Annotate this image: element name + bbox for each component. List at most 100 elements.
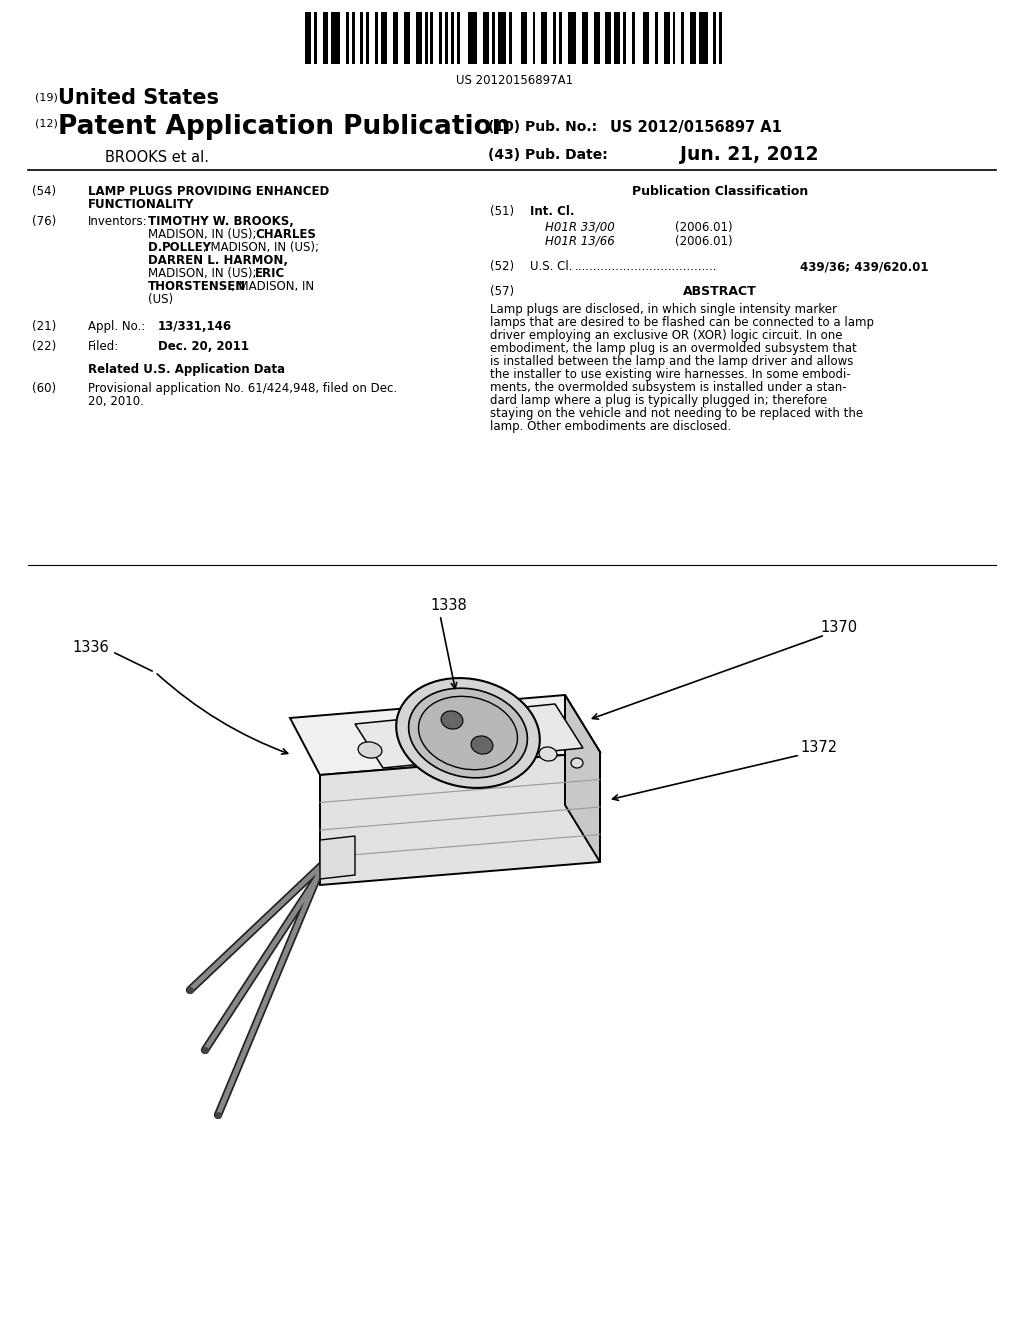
Text: (43) Pub. Date:: (43) Pub. Date: bbox=[488, 148, 608, 162]
Polygon shape bbox=[319, 752, 600, 884]
Text: Patent Application Publication: Patent Application Publication bbox=[58, 114, 511, 140]
Ellipse shape bbox=[441, 711, 463, 729]
Text: H01R 13/66: H01R 13/66 bbox=[545, 235, 614, 248]
Bar bbox=[681, 12, 684, 63]
Text: driver employing an exclusive OR (XOR) logic circuit. In one: driver employing an exclusive OR (XOR) l… bbox=[490, 329, 843, 342]
Text: lamps that are desired to be flashed can be connected to a lamp: lamps that are desired to be flashed can… bbox=[490, 315, 874, 329]
Text: the installer to use existing wire harnesses. In some embodi-: the installer to use existing wire harne… bbox=[490, 368, 851, 381]
Bar bbox=[594, 12, 600, 63]
Text: is installed between the lamp and the lamp driver and allows: is installed between the lamp and the la… bbox=[490, 355, 853, 368]
Bar bbox=[605, 12, 611, 63]
Text: (10) Pub. No.:: (10) Pub. No.: bbox=[488, 120, 597, 135]
Text: U.S. Cl.: U.S. Cl. bbox=[530, 260, 572, 273]
Text: CHARLES: CHARLES bbox=[255, 228, 315, 242]
Text: Lamp plugs are disclosed, in which single intensity marker: Lamp plugs are disclosed, in which singl… bbox=[490, 304, 837, 315]
Text: (21): (21) bbox=[32, 319, 56, 333]
Bar bbox=[404, 12, 410, 63]
Text: (US): (US) bbox=[148, 293, 173, 306]
Text: 439/36; 439/620.01: 439/36; 439/620.01 bbox=[800, 260, 929, 273]
Text: (2006.01): (2006.01) bbox=[675, 220, 732, 234]
Text: lamp. Other embodiments are disclosed.: lamp. Other embodiments are disclosed. bbox=[490, 420, 731, 433]
Bar bbox=[614, 12, 620, 63]
Text: ERIC: ERIC bbox=[255, 267, 286, 280]
Ellipse shape bbox=[419, 696, 517, 770]
Bar bbox=[323, 12, 329, 63]
Bar bbox=[425, 12, 427, 63]
Bar bbox=[346, 12, 349, 63]
Text: D.: D. bbox=[148, 242, 167, 253]
Text: dard lamp where a plug is typically plugged in; therefore: dard lamp where a plug is typically plug… bbox=[490, 393, 827, 407]
Text: THORSTENSEN: THORSTENSEN bbox=[148, 280, 246, 293]
Bar bbox=[673, 12, 676, 63]
Text: 1370: 1370 bbox=[820, 620, 857, 635]
Bar bbox=[582, 12, 588, 63]
Bar bbox=[559, 12, 562, 63]
Text: US 2012/0156897 A1: US 2012/0156897 A1 bbox=[610, 120, 782, 135]
Bar bbox=[567, 12, 577, 63]
Ellipse shape bbox=[409, 688, 527, 777]
Bar bbox=[698, 12, 708, 63]
Text: 1372: 1372 bbox=[800, 741, 838, 755]
Text: (76): (76) bbox=[32, 215, 56, 228]
Text: Filed:: Filed: bbox=[88, 341, 119, 352]
Bar bbox=[430, 12, 433, 63]
Text: (52): (52) bbox=[490, 260, 514, 273]
Polygon shape bbox=[355, 704, 583, 768]
Text: Jun. 21, 2012: Jun. 21, 2012 bbox=[680, 145, 818, 164]
Ellipse shape bbox=[396, 678, 540, 788]
Bar bbox=[468, 12, 477, 63]
Bar bbox=[719, 12, 722, 63]
Polygon shape bbox=[565, 696, 600, 862]
Text: MADISON, IN (US);: MADISON, IN (US); bbox=[148, 267, 260, 280]
Bar bbox=[375, 12, 378, 63]
Bar bbox=[360, 12, 364, 63]
Text: Provisional application No. 61/424,948, filed on Dec.: Provisional application No. 61/424,948, … bbox=[88, 381, 397, 395]
Polygon shape bbox=[319, 836, 355, 879]
Bar bbox=[690, 12, 696, 63]
Bar bbox=[521, 12, 526, 63]
Text: MADISON, IN (US);: MADISON, IN (US); bbox=[148, 228, 260, 242]
Ellipse shape bbox=[539, 747, 557, 762]
Bar bbox=[445, 12, 447, 63]
Text: TIMOTHY W. BROOKS,: TIMOTHY W. BROOKS, bbox=[148, 215, 294, 228]
Text: BROOKS et al.: BROOKS et al. bbox=[105, 150, 209, 165]
Text: , MADISON, IN: , MADISON, IN bbox=[231, 280, 314, 293]
Bar bbox=[553, 12, 556, 63]
Text: US 20120156897A1: US 20120156897A1 bbox=[457, 74, 573, 87]
Bar bbox=[509, 12, 512, 63]
Text: ments, the overmolded subsystem is installed under a stan-: ments, the overmolded subsystem is insta… bbox=[490, 381, 847, 393]
Text: United States: United States bbox=[58, 88, 219, 108]
Ellipse shape bbox=[571, 758, 583, 768]
Text: ABSTRACT: ABSTRACT bbox=[683, 285, 757, 298]
Bar bbox=[416, 12, 422, 63]
Text: staying on the vehicle and not needing to be replaced with the: staying on the vehicle and not needing t… bbox=[490, 407, 863, 420]
Bar bbox=[643, 12, 649, 63]
Text: (54): (54) bbox=[32, 185, 56, 198]
Text: Inventors:: Inventors: bbox=[88, 215, 147, 228]
Bar bbox=[664, 12, 670, 63]
Text: embodiment, the lamp plug is an overmolded subsystem that: embodiment, the lamp plug is an overmold… bbox=[490, 342, 857, 355]
Bar bbox=[632, 12, 635, 63]
Bar bbox=[451, 12, 454, 63]
Text: (22): (22) bbox=[32, 341, 56, 352]
Text: (12): (12) bbox=[35, 117, 58, 128]
Text: POLLEY: POLLEY bbox=[162, 242, 212, 253]
Text: 13/331,146: 13/331,146 bbox=[158, 319, 232, 333]
Ellipse shape bbox=[358, 742, 382, 758]
Text: DARREN L. HARMON,: DARREN L. HARMON, bbox=[148, 253, 288, 267]
Text: Publication Classification: Publication Classification bbox=[632, 185, 808, 198]
Text: (51): (51) bbox=[490, 205, 514, 218]
Text: , MADISON, IN (US);: , MADISON, IN (US); bbox=[203, 242, 319, 253]
Text: (2006.01): (2006.01) bbox=[675, 235, 732, 248]
Bar bbox=[483, 12, 488, 63]
Bar bbox=[498, 12, 506, 63]
Text: Int. Cl.: Int. Cl. bbox=[530, 205, 574, 218]
Text: Dec. 20, 2011: Dec. 20, 2011 bbox=[158, 341, 249, 352]
Text: FUNCTIONALITY: FUNCTIONALITY bbox=[88, 198, 195, 211]
Text: 20, 2010.: 20, 2010. bbox=[88, 395, 144, 408]
Ellipse shape bbox=[471, 737, 493, 754]
Bar bbox=[457, 12, 460, 63]
Bar bbox=[623, 12, 626, 63]
Text: Appl. No.:: Appl. No.: bbox=[88, 319, 145, 333]
Bar bbox=[439, 12, 442, 63]
